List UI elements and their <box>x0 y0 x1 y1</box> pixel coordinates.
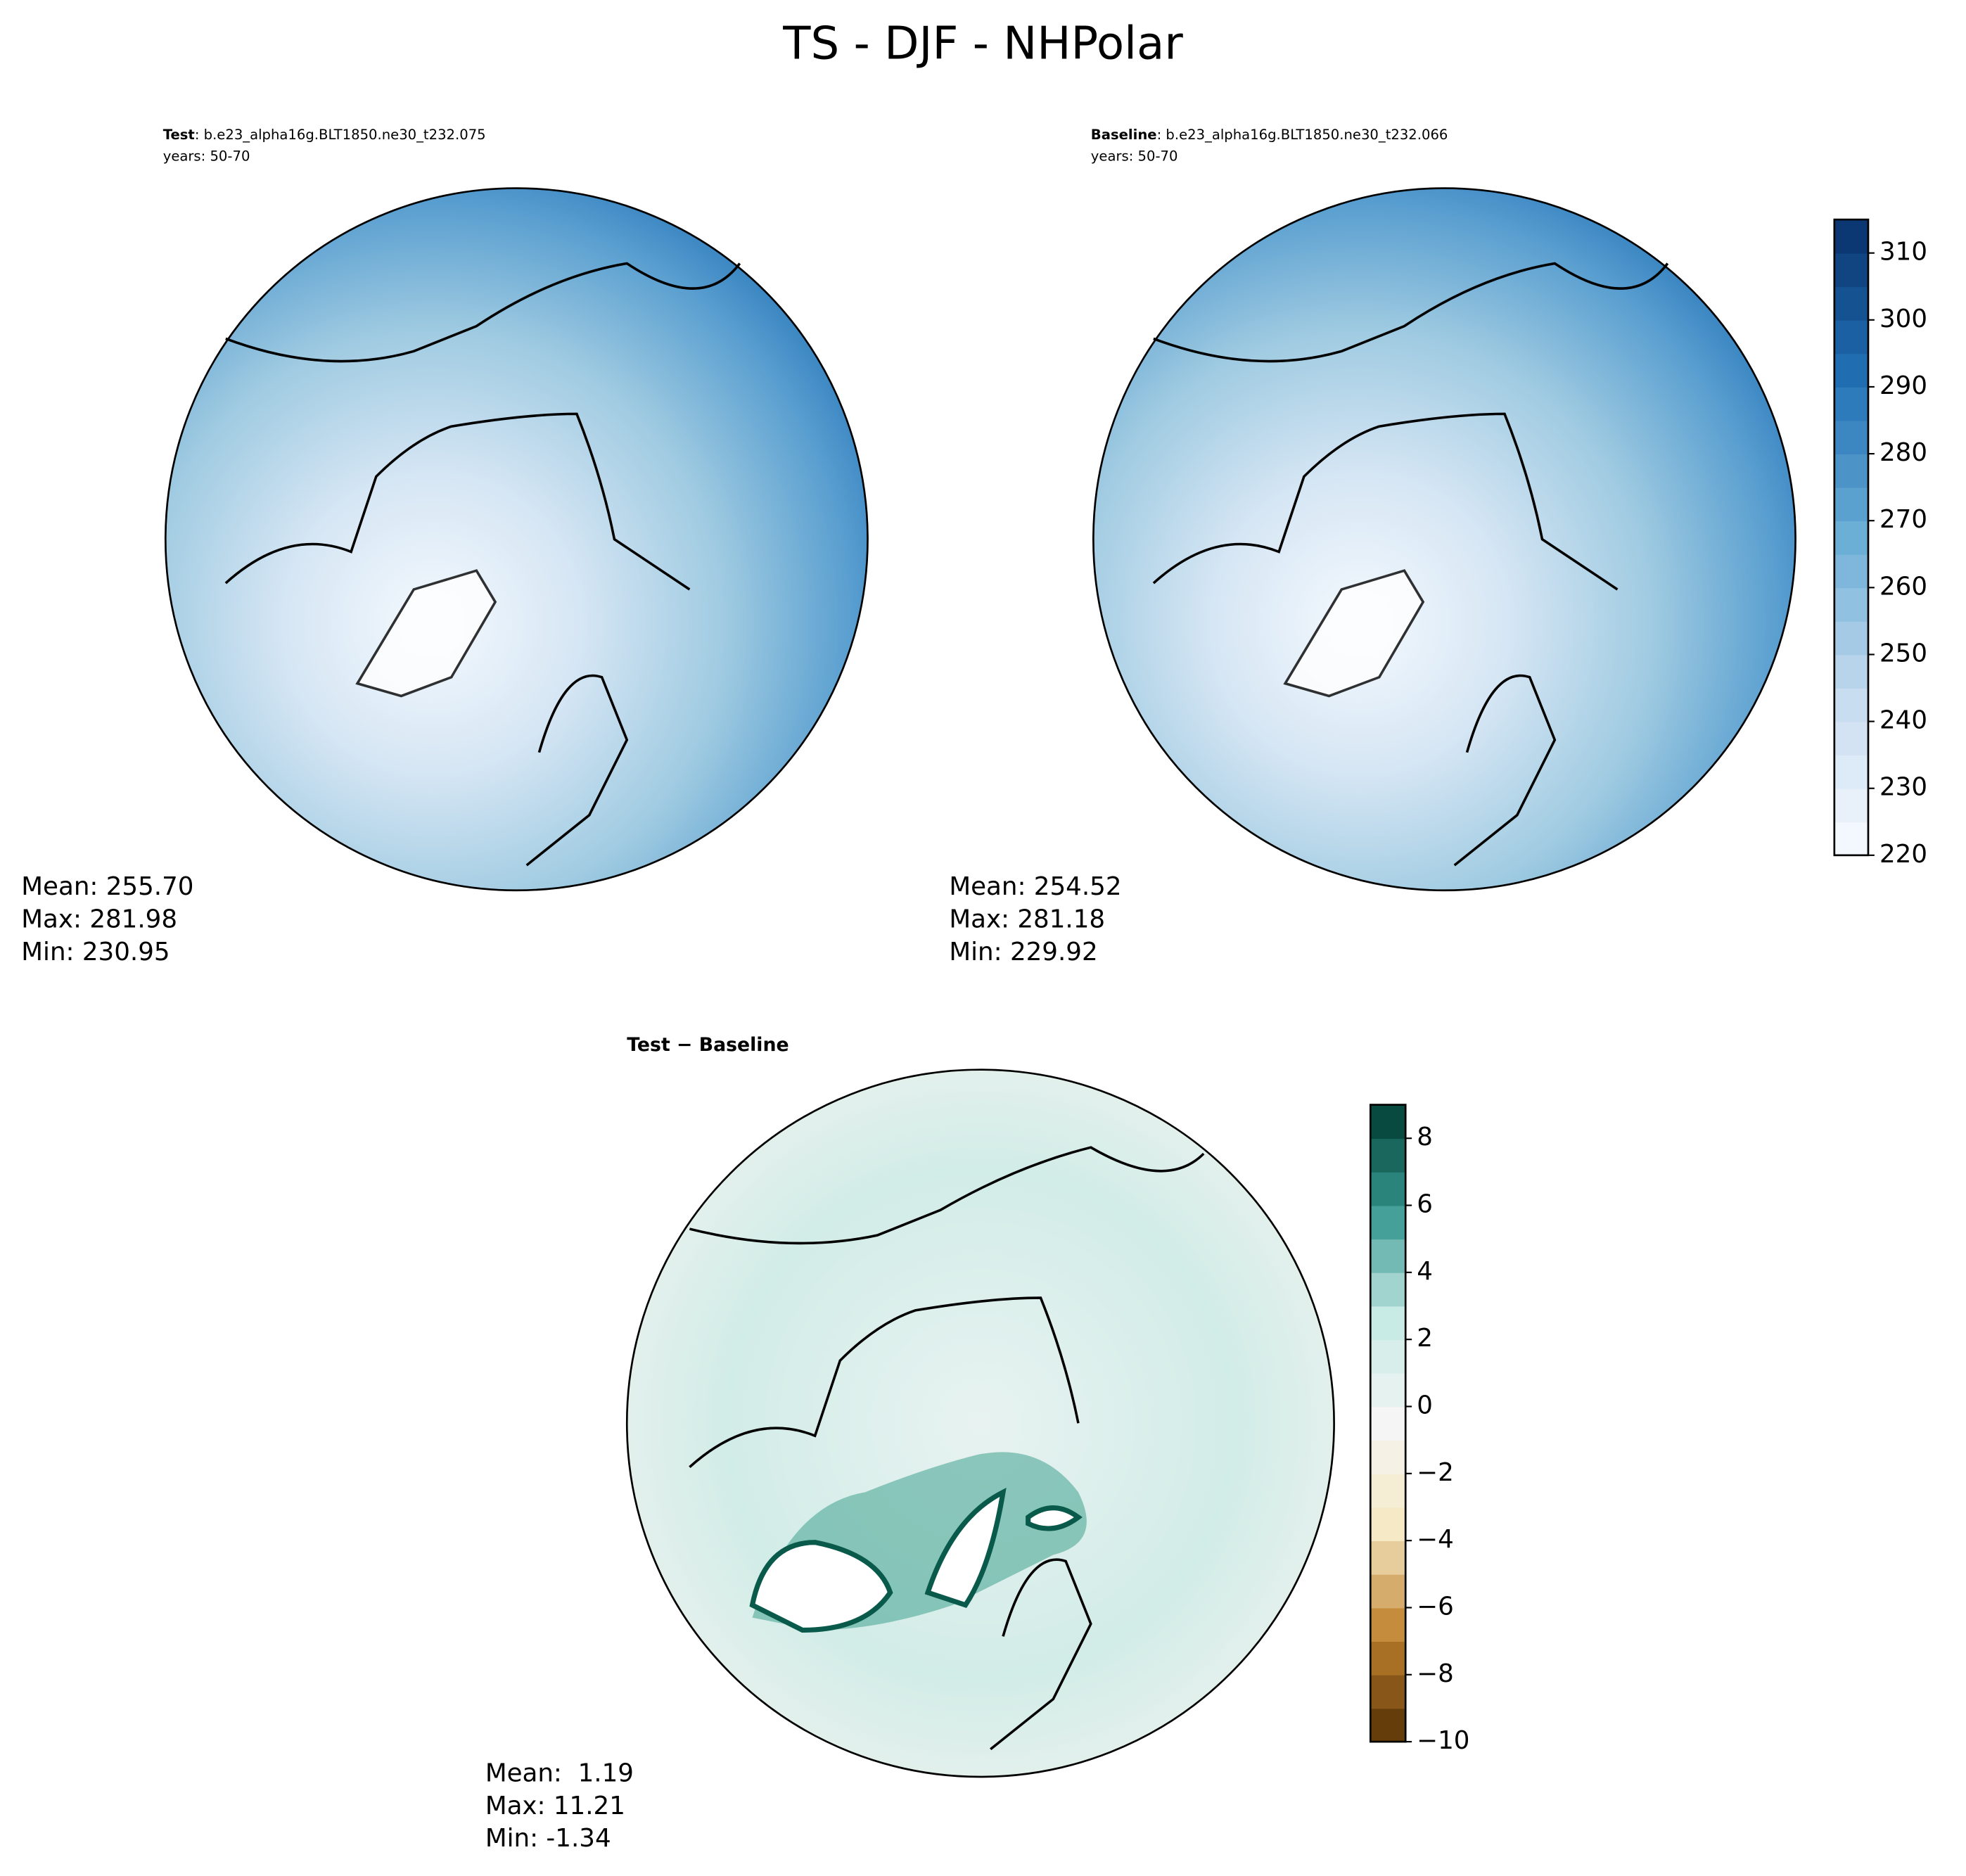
colorbar-level <box>1834 219 1868 254</box>
colorbar-level <box>1834 454 1868 488</box>
colorbar-level <box>1834 822 1868 856</box>
colorbar-tick-label: 8 <box>1417 1123 1433 1151</box>
colorbar-level <box>1370 1171 1406 1206</box>
colorbar-tick-label: 280 <box>1879 438 1927 467</box>
stat-line: Mean: 255.70 <box>21 872 193 901</box>
colorbar-tick-label: 290 <box>1879 371 1927 400</box>
colorbar-level <box>1370 1306 1406 1341</box>
colorbar-level <box>1834 521 1868 555</box>
colorbar-level <box>1370 1406 1406 1441</box>
colorbar-level <box>1370 1641 1406 1676</box>
colorbar-level <box>1834 587 1868 622</box>
statistics: Mean: 255.70 Max: 281.98 Min: 230.95 Mean: … <box>21 872 1121 1853</box>
figure-title: TS - DJF - NHPolar <box>782 18 1183 70</box>
map <box>625 1068 1335 1778</box>
colorbar-level <box>1834 253 1868 288</box>
panel-label: Baseline <box>1091 127 1157 143</box>
colorbar-level <box>1834 554 1868 589</box>
colorbar-tick-label: 310 <box>1879 238 1927 267</box>
colorbar-tick-label: −6 <box>1417 1592 1454 1621</box>
colorbar-level <box>1370 1372 1406 1408</box>
colorbar-tick-label: 6 <box>1417 1190 1433 1219</box>
colorbar-level <box>1370 1507 1406 1542</box>
colorbar-level <box>1370 1205 1406 1240</box>
panel-label: Test <box>163 127 195 143</box>
colorbar-level <box>1834 353 1868 388</box>
colorbar-level <box>1370 1339 1406 1374</box>
colorbars: 220230240250260270280290300310−10−8−6−4−… <box>1369 218 1927 1755</box>
panel-subtitle: Test: b.e23_alpha16g.BLT1850.ne30_t232.0… <box>163 127 486 143</box>
colorbar-frame <box>1833 218 1870 857</box>
colorbar-level <box>1370 1708 1406 1742</box>
colorbar-level <box>1834 420 1868 454</box>
case-name: : b.e23_alpha16g.BLT1850.ne30_t232.066 <box>1157 127 1448 143</box>
years: years: 50-70 <box>163 148 250 164</box>
colorbar-level <box>1834 319 1868 355</box>
map <box>1092 187 1796 892</box>
stat-line: Mean: 254.52 <box>949 872 1121 901</box>
map <box>164 187 869 892</box>
stat-line: Max: 281.98 <box>21 905 177 934</box>
colorbar-level <box>1370 1540 1406 1575</box>
stat-line: Min: -1.34 <box>485 1824 611 1853</box>
colorbar-tick-label: 300 <box>1879 305 1927 333</box>
colorbar-level <box>1370 1473 1406 1508</box>
colorbar-level <box>1834 688 1868 722</box>
colorbar-tick-label: −10 <box>1417 1726 1469 1755</box>
colorbar-level <box>1370 1104 1406 1140</box>
colorbar-tick-label: 230 <box>1879 773 1927 802</box>
panel-subtitle: Baseline: b.e23_alpha16g.BLT1850.ne30_t2… <box>1091 127 1448 143</box>
stat-line: Max: 11.21 <box>485 1792 625 1820</box>
colorbar-tick-label: 2 <box>1417 1324 1433 1353</box>
colorbar-level <box>1370 1272 1406 1307</box>
colorbar-level <box>1834 788 1868 823</box>
stat-line: Min: 230.95 <box>21 938 170 966</box>
case-name: : b.e23_alpha16g.BLT1850.ne30_t232.075 <box>195 127 486 143</box>
colorbar-tick-label: −2 <box>1417 1458 1454 1487</box>
colorbar-level <box>1834 755 1868 789</box>
colorbar-tick-label: 0 <box>1417 1391 1433 1420</box>
colorbar-tick-label: 220 <box>1879 840 1927 869</box>
stat-line: Max: 281.18 <box>949 905 1105 934</box>
colorbar-tick-label: 4 <box>1417 1257 1433 1286</box>
colorbar-level <box>1370 1607 1406 1642</box>
colorbar-tick-label: 250 <box>1879 639 1927 668</box>
colorbar-level <box>1370 1138 1406 1173</box>
colorbar-level <box>1834 386 1868 421</box>
stat-line: Mean: 1.19 <box>485 1759 634 1787</box>
years: years: 50-70 <box>1091 148 1178 164</box>
colorbar-level <box>1834 286 1868 321</box>
colorbar-level <box>1834 620 1868 656</box>
panel-label: Test − Baseline <box>627 1034 789 1056</box>
colorbar-tick-label: 260 <box>1879 572 1927 601</box>
colorbar-level <box>1834 721 1868 756</box>
colorbar-level <box>1834 654 1868 689</box>
colorbar-tick-label: 270 <box>1879 505 1927 534</box>
colorbar-frame <box>1369 1104 1407 1743</box>
colorbar-tick-label: 240 <box>1879 706 1927 735</box>
stat-line: Min: 229.92 <box>949 938 1097 966</box>
colorbar-tick-label: −4 <box>1417 1525 1454 1554</box>
colorbar-level <box>1370 1440 1406 1474</box>
colorbar-level <box>1370 1574 1406 1609</box>
colorbar-tick-label: −8 <box>1417 1659 1454 1688</box>
colorbar-level <box>1834 487 1868 522</box>
colorbar-level <box>1370 1674 1406 1709</box>
colorbar-level <box>1370 1239 1406 1273</box>
